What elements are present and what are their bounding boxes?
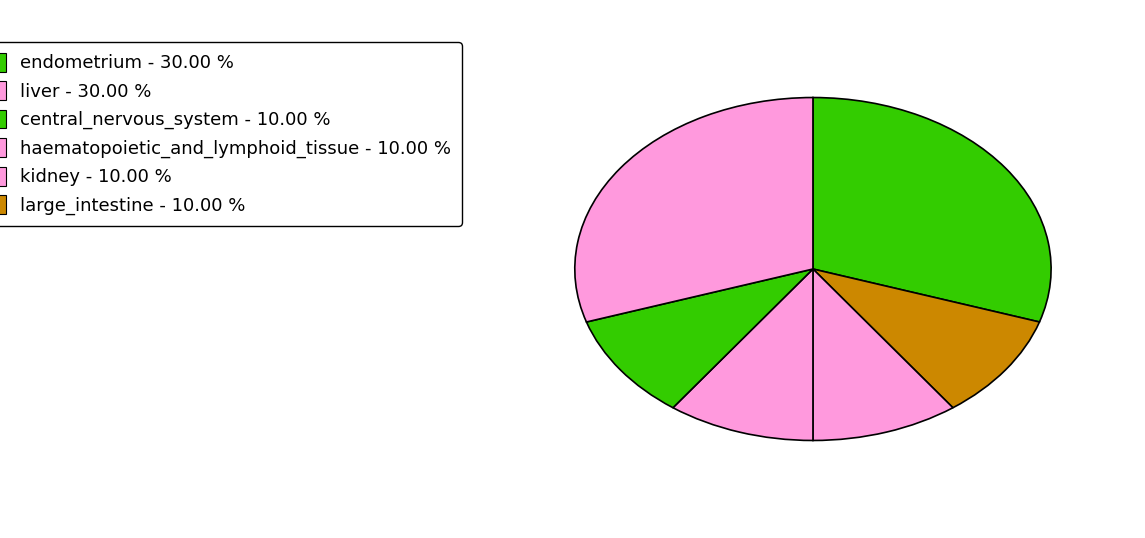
Wedge shape	[586, 269, 813, 408]
Legend: endometrium - 30.00 %, liver - 30.00 %, central_nervous_system - 10.00 %, haemat: endometrium - 30.00 %, liver - 30.00 %, …	[0, 43, 461, 226]
Wedge shape	[813, 269, 1040, 408]
Wedge shape	[575, 97, 813, 322]
Wedge shape	[813, 97, 1051, 322]
Wedge shape	[673, 269, 813, 441]
Wedge shape	[813, 269, 953, 441]
